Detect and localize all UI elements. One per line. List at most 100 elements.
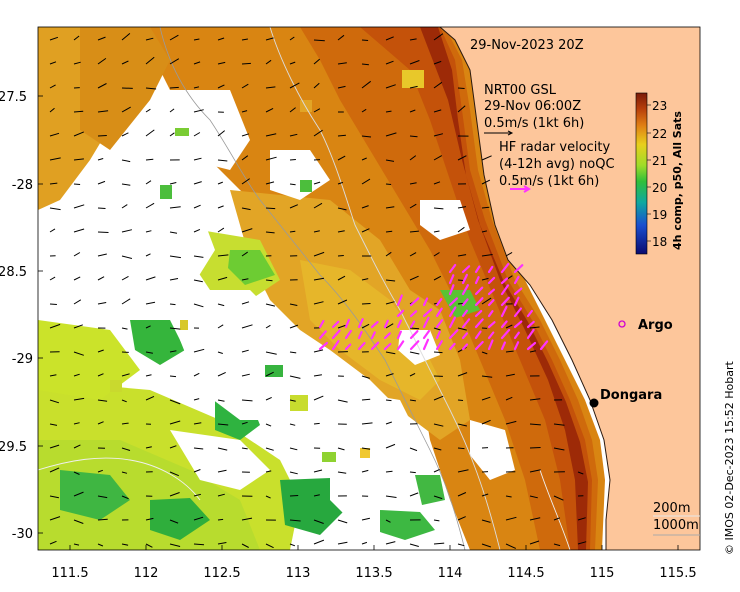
- model-vector: [505, 516, 517, 521]
- radar-vector: [461, 343, 469, 351]
- model-vector: [193, 398, 200, 401]
- model-vector: [433, 468, 440, 473]
- model-vector: [313, 58, 321, 65]
- model-vector: [337, 541, 348, 545]
- model-vector: [49, 323, 61, 329]
- model-vector: [385, 421, 392, 425]
- model-vector: [169, 278, 179, 281]
- model-vector: [265, 86, 276, 89]
- model-vector: [217, 276, 228, 281]
- radar-vector: [487, 339, 494, 351]
- model-vector: [73, 324, 83, 329]
- model-vector: [97, 543, 104, 547]
- model-vector: [337, 155, 346, 161]
- model-vector: [121, 543, 129, 546]
- model-vector: [361, 135, 372, 138]
- model-vector: [121, 495, 129, 500]
- model-vector: [337, 324, 346, 329]
- model-vector: [457, 327, 467, 331]
- model-vector: [313, 82, 320, 89]
- model-vector: [121, 399, 127, 403]
- radar-vector: [500, 341, 506, 351]
- model-vector: [49, 303, 57, 305]
- y-tick-label: -27.5: [0, 90, 27, 105]
- model-vector: [385, 84, 396, 89]
- x-tick-label: 115: [590, 566, 615, 581]
- radar-vector: [513, 331, 520, 340]
- model-vector: [169, 255, 181, 259]
- model-vector: [97, 231, 109, 233]
- x-tick-label: 115.5: [659, 566, 696, 581]
- model-vector: [385, 443, 396, 449]
- model-vector: [193, 469, 201, 473]
- radar-vector: [409, 340, 420, 351]
- model-vector: [73, 491, 84, 497]
- model-vector: [529, 495, 538, 499]
- model-vector: [73, 276, 81, 281]
- model-vector: [121, 132, 129, 137]
- model-vector: [193, 447, 204, 450]
- radar-vector: [396, 309, 405, 318]
- model-vector: [289, 519, 301, 522]
- radar-vector: [474, 310, 483, 318]
- model-vector: [217, 37, 225, 41]
- model-vector: [505, 251, 513, 257]
- radar-vector: [461, 265, 471, 274]
- model-vector: [73, 444, 81, 449]
- model-vector: [217, 61, 226, 65]
- model-vector: [265, 324, 271, 329]
- model-vector: [289, 303, 298, 306]
- model-vector: [433, 542, 445, 545]
- model-vector: [385, 519, 391, 523]
- model-vector: [505, 324, 513, 329]
- colorbar-tick: 19: [652, 208, 667, 222]
- model-vector: [145, 180, 152, 185]
- model-vector: [97, 276, 105, 281]
- radar-vector: [370, 321, 379, 329]
- model-vector: [49, 61, 57, 65]
- model-vector: [49, 182, 58, 185]
- model-vector: [145, 374, 152, 377]
- model-vector: [217, 469, 227, 473]
- model-vector: [49, 36, 59, 41]
- model-vector: [289, 133, 298, 137]
- model-vector: [457, 469, 469, 473]
- model-vector: [433, 447, 442, 451]
- hf-radar-vectors: [318, 263, 549, 351]
- model-vector: [337, 134, 346, 137]
- model-vector: [49, 84, 56, 89]
- colorbar: [635, 92, 648, 255]
- model-vector: [193, 493, 202, 497]
- colorbar-tick: 18: [652, 235, 667, 249]
- model-vector: [481, 254, 493, 257]
- radar-vector: [422, 338, 430, 351]
- model-vector: [409, 60, 420, 65]
- model-vector: [217, 227, 225, 233]
- model-vector: [481, 419, 491, 425]
- contour-label-1000m: 1000m: [653, 518, 699, 533]
- model-vector: [457, 516, 466, 521]
- model-vector: [241, 324, 253, 329]
- radar-vector: [448, 329, 459, 340]
- model-vector: [145, 202, 155, 209]
- model-vector: [409, 372, 416, 377]
- model-vector: [361, 80, 372, 89]
- model-vector: [169, 206, 181, 209]
- model-vector: [265, 423, 272, 427]
- model-vector: [97, 421, 104, 425]
- model-vector: [265, 59, 272, 65]
- radar-vector: [396, 294, 403, 307]
- radar-vector: [474, 297, 484, 307]
- model-current-vectors: [49, 33, 587, 549]
- model-vector: [97, 349, 104, 353]
- radar-vector: [344, 343, 352, 351]
- radar-vector: [487, 288, 495, 296]
- model-vector: [289, 375, 301, 379]
- model-name: NRT00 GSL: [484, 83, 557, 98]
- model-vector: [265, 447, 274, 451]
- model-vector: [145, 87, 157, 90]
- model-vector: [241, 110, 248, 113]
- model-vector: [457, 155, 467, 161]
- model-vector: [49, 444, 60, 449]
- plot-frame: [37, 26, 701, 551]
